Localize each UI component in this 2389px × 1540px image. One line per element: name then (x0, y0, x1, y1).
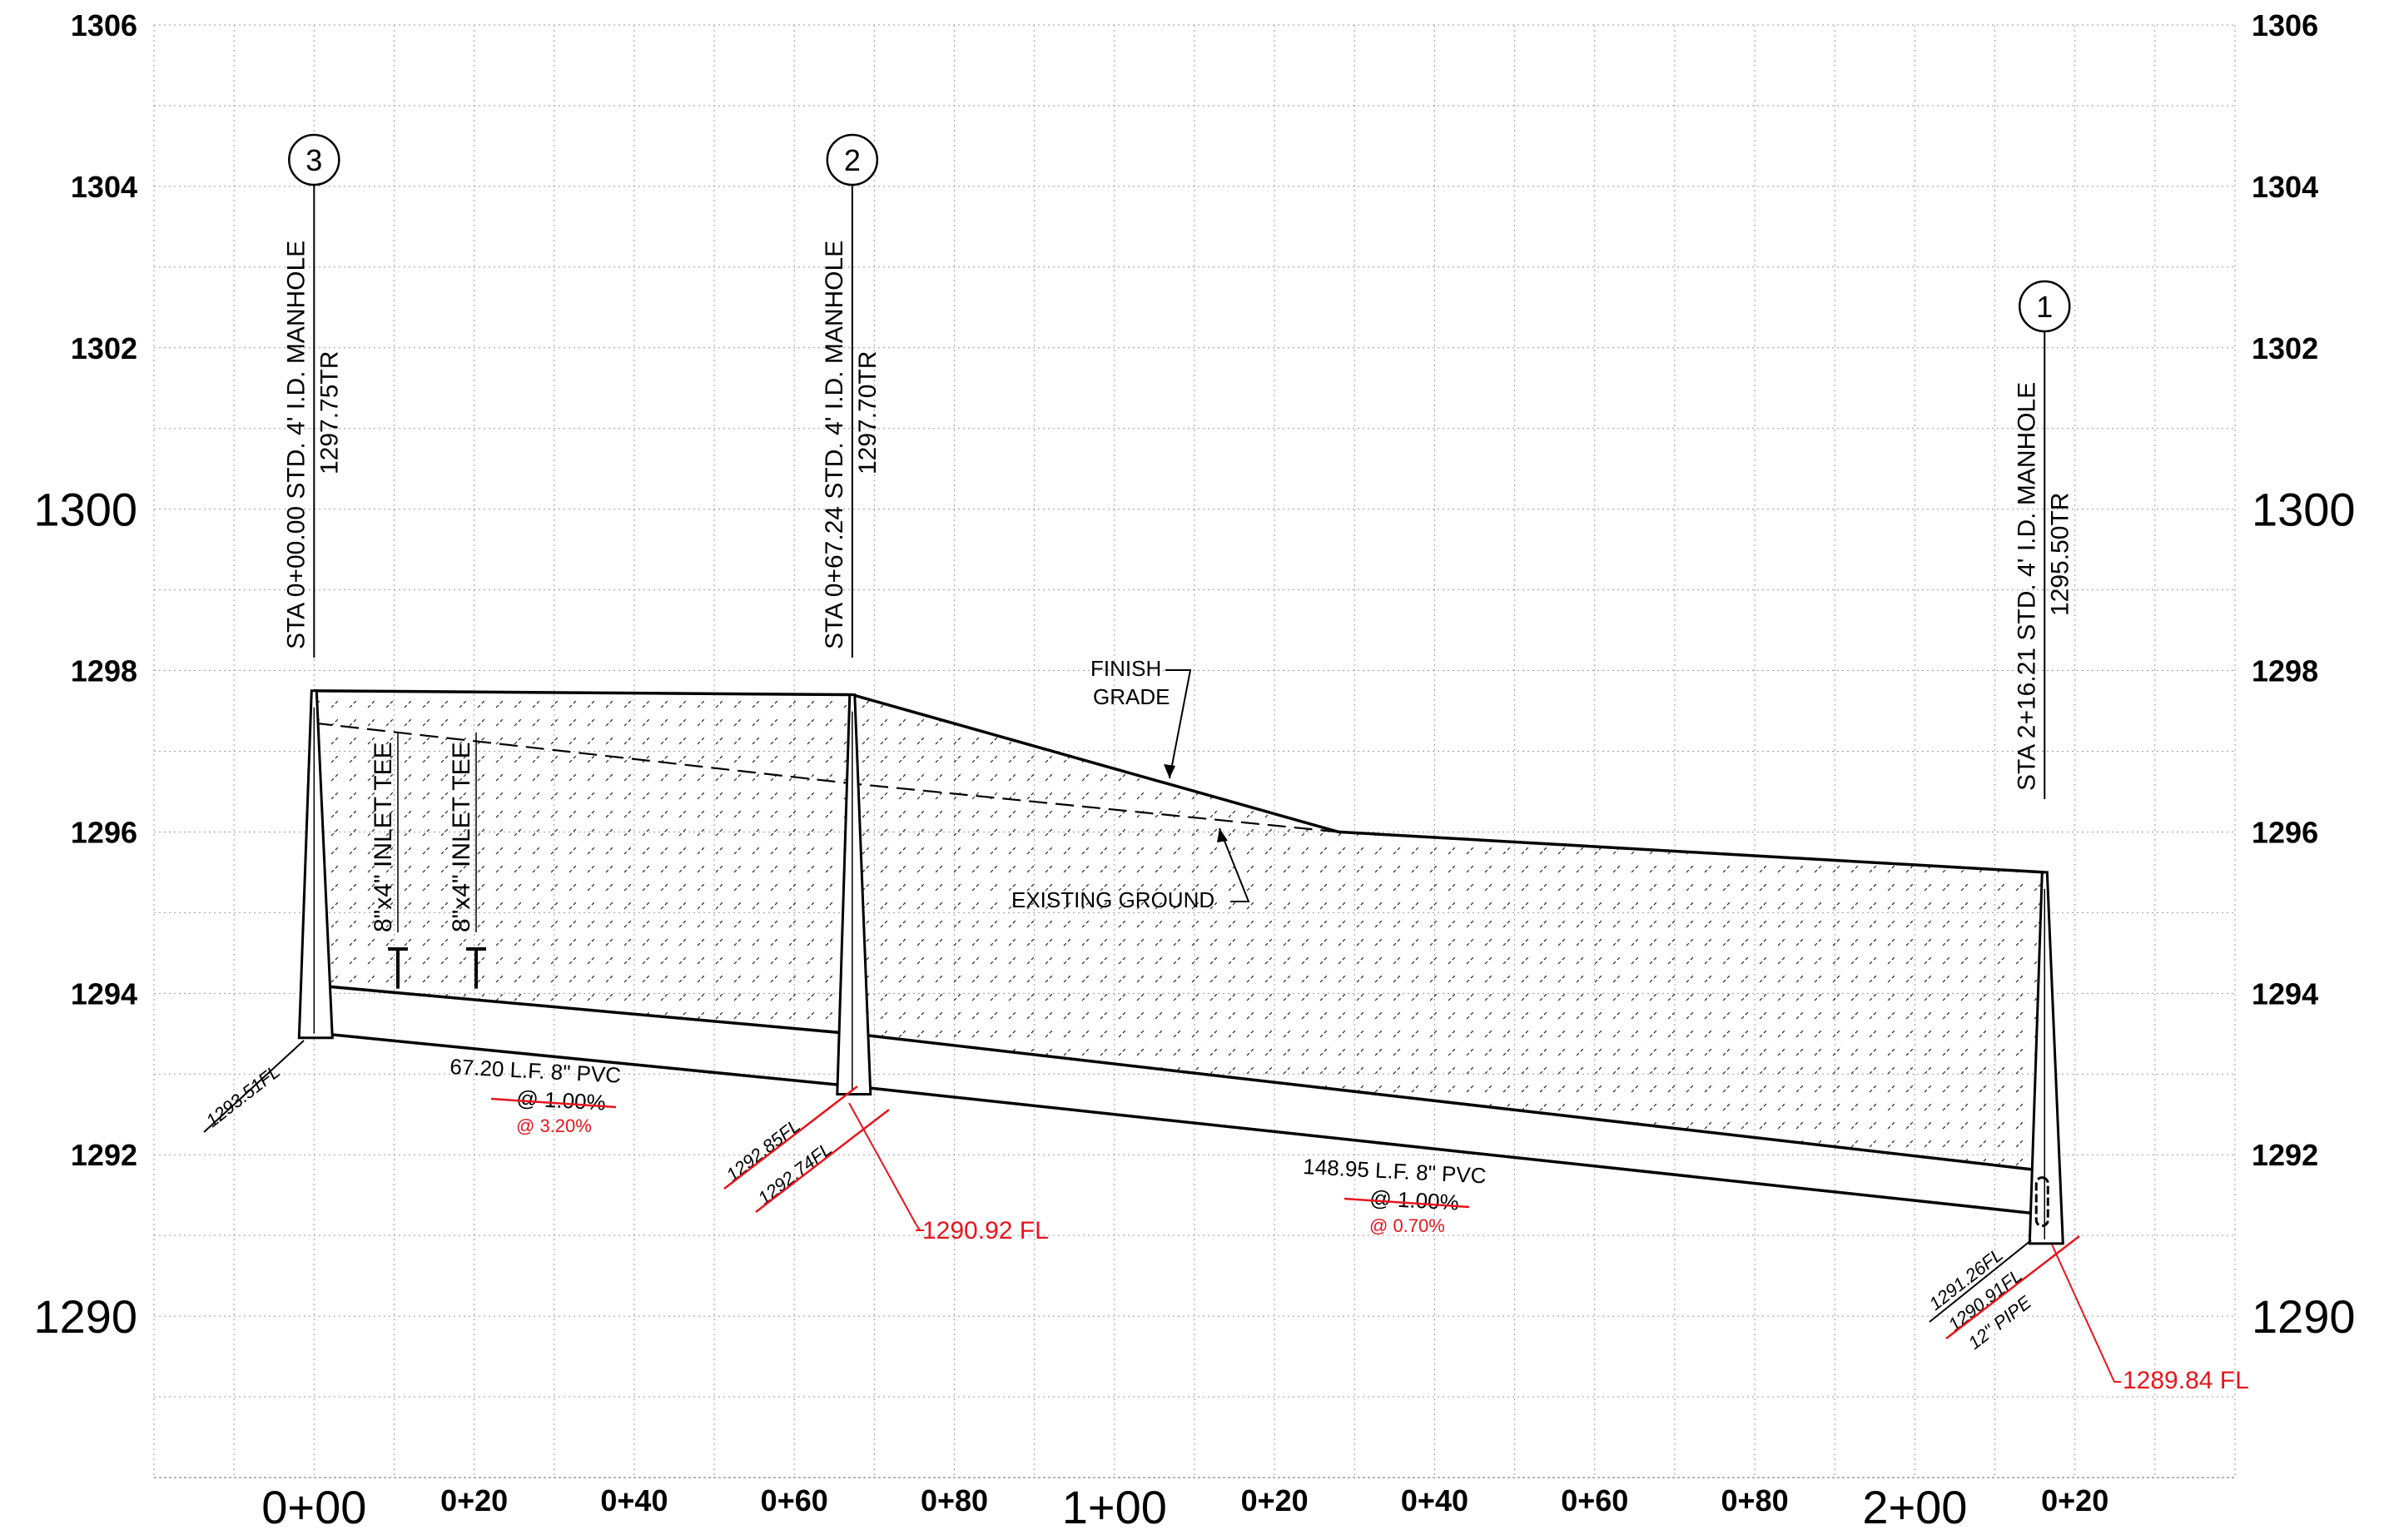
hatched-fill-region (314, 690, 2045, 1171)
x-tick-label: 0+40 (1401, 1483, 1468, 1518)
manhole-1-structure (2028, 871, 2064, 1245)
x-tick-label: 0+60 (761, 1483, 828, 1518)
y-tick-label-left: 1298 (71, 654, 137, 688)
pipe-opening-12in (2034, 1176, 2049, 1228)
manhole-number: 2 (844, 143, 861, 177)
pipe-slope-struck: @ 1.00% (1369, 1185, 1460, 1215)
strike-line (1945, 1235, 2080, 1339)
finish-grade-arrowhead (1164, 764, 1175, 778)
revision-leader (848, 1102, 916, 1225)
manhole-2-flowline-revised: 1290.92 FL (922, 1217, 1049, 1244)
revision-leader (915, 1223, 921, 1231)
manhole-rim-elevation: 1297.70TR (854, 351, 882, 474)
y-tick-label-right: 1304 (2252, 170, 2318, 204)
x-tick-label: 0+20 (1241, 1483, 1309, 1518)
finish-grade-label: GRADE (1093, 684, 1170, 709)
existing-ground-arrowhead (1217, 828, 1228, 842)
x-tick-label: 1+00 (1062, 1481, 1167, 1533)
finish-grade-label: FINISH (1090, 656, 1161, 681)
y-tick-label-right: 1306 (2252, 8, 2318, 42)
inlet-tee-label: 8"x4" INLET TEE (448, 742, 475, 932)
y-tick-label-left: 1300 (33, 484, 137, 536)
pipe-length-label: 148.95 L.F. 8" PVC (1303, 1154, 1488, 1188)
flowline-leader (203, 1040, 305, 1133)
flowline-leader (1929, 1239, 2032, 1323)
x-tick-label: 2+00 (1862, 1481, 1967, 1533)
existing-ground-label: EXISTING GROUND (1011, 887, 1214, 912)
pipe-slope-revised: @ 3.20% (516, 1115, 592, 1136)
manhole-description: STA 2+16.21 STD. 4' I.D. MANHOLE (2013, 382, 2040, 791)
x-tick-label: 0+80 (1721, 1483, 1789, 1518)
profile-geometry (297, 689, 2064, 1245)
manhole-3-structure (297, 689, 334, 1040)
x-tick-label: 0+80 (921, 1483, 988, 1518)
y-tick-label-right: 1296 (2252, 815, 2318, 849)
pipe-length-label: 67.20 L.F. 8" PVC (449, 1054, 622, 1088)
manhole-number: 1 (2036, 290, 2053, 324)
y-tick-label-left: 1290 (33, 1290, 137, 1343)
x-tick-label: 0+00 (261, 1481, 366, 1533)
strike-line (1344, 1197, 1470, 1209)
manhole-1-flowline-revised: 1289.84 FL (2123, 1367, 2249, 1394)
y-tick-label-left: 1304 (71, 170, 137, 204)
existing-ground-leader (1219, 827, 1250, 902)
fill-area (314, 690, 2045, 1171)
pipe-slope-struck: @ 1.00% (516, 1085, 607, 1115)
x-tick-label: 0+40 (600, 1483, 668, 1518)
x-tick-label: 0+60 (1561, 1483, 1628, 1518)
y-tick-label-left: 1292 (71, 1138, 137, 1172)
revision-leader (2051, 1244, 2115, 1383)
manhole-number: 3 (305, 143, 322, 177)
strike-line (755, 1109, 890, 1213)
y-tick-label-right: 1302 (2252, 331, 2318, 365)
y-tick-label-left: 1296 (71, 815, 137, 849)
manhole-rim-elevation: 1297.75TR (315, 351, 343, 474)
y-tick-label-right: 1298 (2252, 654, 2318, 688)
inlet-tee-label: 8"x4" INLET TEE (370, 742, 397, 932)
x-tick-label: 0+20 (2041, 1483, 2108, 1518)
pipe-slope-revised: @ 0.70% (1369, 1215, 1445, 1236)
y-tick-label-right: 1294 (2252, 976, 2318, 1011)
y-tick-label-right: 1292 (2252, 1138, 2318, 1172)
y-tick-label-left: 1294 (71, 976, 137, 1011)
strike-line (490, 1097, 617, 1109)
y-tick-label-left: 1306 (71, 8, 137, 42)
finish-grade-line (314, 689, 2045, 874)
x-tick-label: 0+20 (440, 1483, 508, 1518)
y-tick-label-left: 1302 (71, 331, 137, 365)
y-tick-label-right: 1300 (2252, 484, 2356, 536)
strike-line (723, 1085, 858, 1190)
manhole-2-structure (836, 693, 872, 1095)
manhole-description: STA 0+00.00 STD. 4' I.D. MANHOLE (282, 241, 310, 649)
y-tick-label-right: 1290 (2252, 1290, 2356, 1343)
manhole-rim-elevation: 1295.50TR (2046, 493, 2074, 616)
finish-grade-leader (1165, 669, 1192, 779)
manhole-description: STA 0+67.24 STD. 4' I.D. MANHOLE (821, 241, 848, 649)
